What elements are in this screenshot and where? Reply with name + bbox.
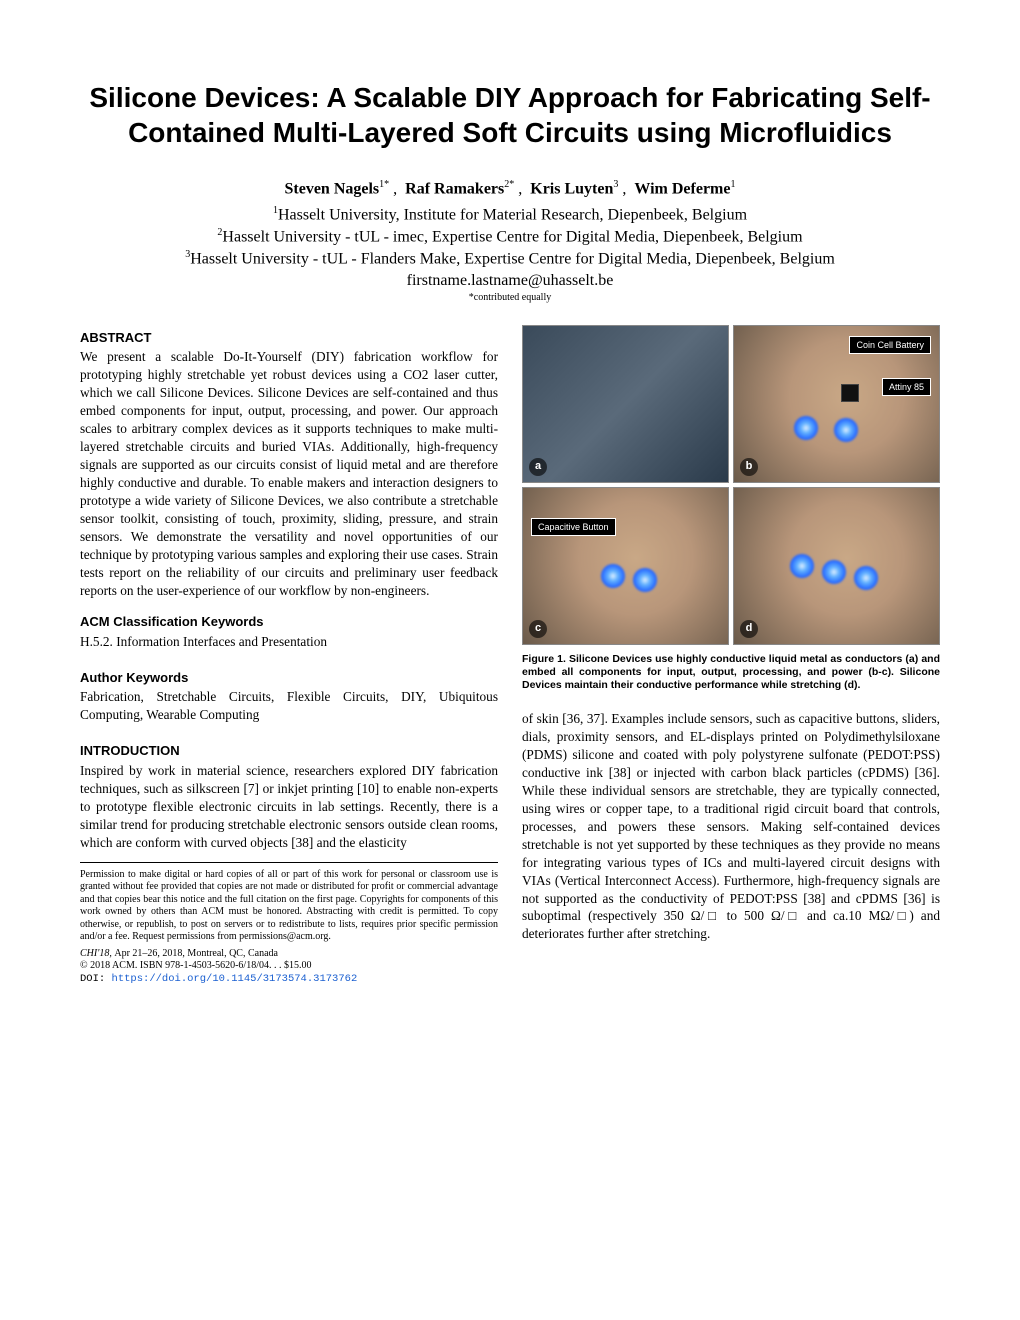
two-column-body: ABSTRACT We present a scalable Do-It-You… [80,325,940,986]
contact-email: firstname.lastname@uhasselt.be [80,270,940,292]
abstract-text: We present a scalable Do-It-Yourself (DI… [80,348,498,599]
figure-1: a Coin Cell Battery Attiny 85 b Capaciti… [522,325,940,645]
introduction-heading: INTRODUCTION [80,742,498,760]
paper-title: Silicone Devices: A Scalable DIY Approac… [80,80,940,150]
author-1: Steven Nagels [285,180,380,197]
permission-text: Permission to make digital or hard copie… [80,869,498,944]
chip-icon [841,384,859,402]
acm-text: H.5.2. Information Interfaces and Presen… [80,633,498,651]
introduction-right-text: of skin [36, 37]. Examples include senso… [522,710,940,943]
led-glow-icon [834,418,858,442]
led-glow-icon [854,566,878,590]
right-column: a Coin Cell Battery Attiny 85 b Capaciti… [522,325,940,986]
led-glow-icon [601,564,625,588]
abstract-heading: ABSTRACT [80,329,498,347]
tag-coin-cell: Coin Cell Battery [849,336,931,354]
figure-panel-a: a [522,325,729,483]
author-4: Wim Deferme [634,180,730,197]
affiliation-1: 1Hasselt University, Institute for Mater… [80,204,940,226]
authors-line: Steven Nagels1* , Raf Ramakers2* , Kris … [80,178,940,200]
author-keywords-text: Fabrication, Stretchable Circuits, Flexi… [80,688,498,724]
contributed-note: *contributed equally [80,291,940,305]
led-glow-icon [633,568,657,592]
panel-label-b: b [740,458,758,476]
figure-panel-c: Capacitive Button c [522,487,729,645]
figure-1-caption: Figure 1. Silicone Devices use highly co… [522,653,940,692]
venue-name: CHI'18, [80,948,114,959]
led-glow-icon [794,416,818,440]
led-glow-icon [822,560,846,584]
tag-capacitive-button: Capacitive Button [531,518,616,536]
copyright-line: © 2018 ACM. ISBN 978-1-4503-5620-6/18/04… [80,960,498,973]
author-2: Raf Ramakers [405,180,504,197]
venue-details: Apr 21–26, 2018, Montreal, QC, Canada [114,948,278,959]
affiliation-3: 3Hasselt University - tUL - Flanders Mak… [80,248,940,270]
led-glow-icon [790,554,814,578]
tag-attiny: Attiny 85 [882,378,931,396]
affiliation-2: 2Hasselt University - tUL - imec, Expert… [80,226,940,248]
acm-heading: ACM Classification Keywords [80,613,498,631]
author-keywords-heading: Author Keywords [80,669,498,687]
panel-label-d: d [740,620,758,638]
doi-label: DOI: [80,973,112,985]
figure-panel-d: d [733,487,940,645]
doi-link[interactable]: https://doi.org/10.1145/3173574.3173762 [112,973,358,985]
author-3: Kris Luyten [530,180,613,197]
figure-panel-b: Coin Cell Battery Attiny 85 b [733,325,940,483]
left-column: ABSTRACT We present a scalable Do-It-You… [80,325,498,986]
permission-block: Permission to make digital or hard copie… [80,862,498,986]
introduction-left-text: Inspired by work in material science, re… [80,762,498,852]
panel-label-c: c [529,620,547,638]
panel-label-a: a [529,458,547,476]
